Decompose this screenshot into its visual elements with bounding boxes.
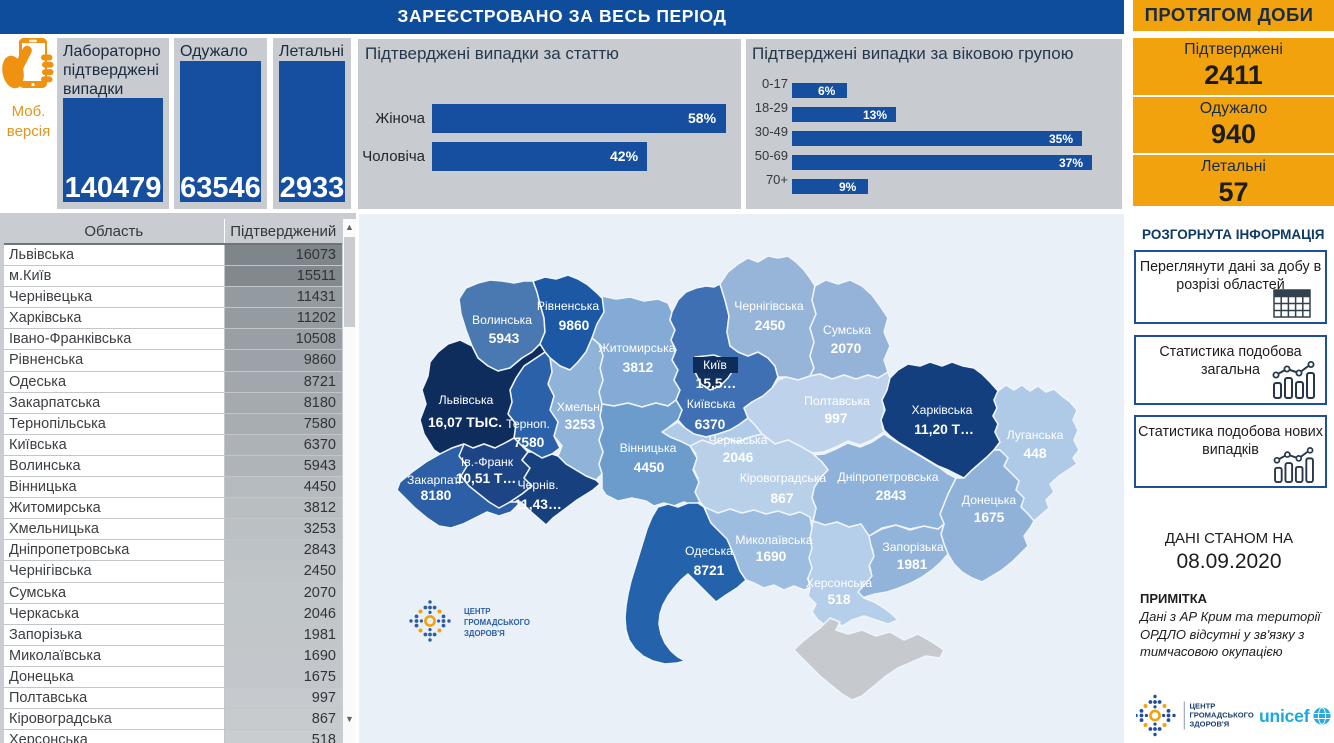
svg-text:Луганська: Луганська: [1007, 428, 1064, 442]
svg-text:Запорізька: Запорізька: [882, 540, 944, 554]
svg-text:8180: 8180: [421, 488, 452, 503]
svg-text:Донецька: Донецька: [962, 493, 1017, 507]
svg-text:Дніпропетровська: Дніпропетровська: [837, 470, 938, 484]
svg-text:Херсонська: Херсонська: [806, 576, 872, 590]
svg-text:Миколаївська: Миколаївська: [735, 533, 813, 547]
svg-text:Полтавська: Полтавська: [804, 394, 870, 408]
svg-text:2046: 2046: [723, 450, 754, 465]
svg-text:ЦЕНТР: ЦЕНТР: [1190, 702, 1216, 711]
svg-text:3253: 3253: [565, 417, 596, 432]
svg-text:1981: 1981: [897, 557, 928, 572]
svg-text:2450: 2450: [755, 318, 786, 333]
svg-text:448: 448: [1023, 446, 1046, 461]
svg-text:Сумська: Сумська: [823, 323, 871, 337]
svg-text:ГРОМАДСЬКОГО: ГРОМАДСЬКОГО: [1190, 711, 1254, 720]
svg-text:3812: 3812: [623, 360, 654, 375]
svg-text:Хмельн.: Хмельн.: [557, 400, 603, 414]
svg-text:Чернігівська: Чернігівська: [734, 299, 804, 313]
svg-text:4450: 4450: [634, 460, 665, 475]
svg-text:867: 867: [770, 491, 793, 506]
svg-text:10,51 Т…: 10,51 Т…: [456, 471, 517, 486]
svg-text:Черкаська: Черкаська: [709, 433, 768, 447]
svg-text:15,5…: 15,5…: [696, 376, 737, 391]
svg-text:Ів.-Франк: Ів.-Франк: [461, 455, 514, 469]
svg-text:Чернів.: Чернів.: [518, 478, 559, 492]
svg-text:Волинська: Волинська: [472, 313, 532, 327]
svg-text:1690: 1690: [756, 549, 787, 564]
svg-text:ЗДОРОВ'Я: ЗДОРОВ'Я: [464, 629, 505, 638]
svg-text:7580: 7580: [514, 435, 545, 450]
svg-text:2070: 2070: [831, 341, 862, 356]
svg-text:1675: 1675: [974, 510, 1005, 525]
svg-text:11,43…: 11,43…: [514, 497, 562, 512]
svg-text:518: 518: [827, 592, 850, 607]
svg-text:16,07 ТЫС.: 16,07 ТЫС.: [428, 415, 502, 430]
svg-text:Терноп.: Терноп.: [506, 417, 550, 431]
svg-text:Вінницька: Вінницька: [620, 441, 677, 455]
svg-text:ЦЕНТР: ЦЕНТР: [464, 607, 491, 616]
svg-text:997: 997: [824, 411, 847, 426]
svg-text:Київська: Київська: [687, 397, 736, 411]
svg-text:unicef: unicef: [1259, 706, 1310, 726]
svg-text:ЗДОРОВ'Я: ЗДОРОВ'Я: [1190, 720, 1230, 729]
svg-text:Київ: Київ: [703, 358, 727, 372]
svg-text:Львівська: Львівська: [439, 393, 494, 407]
svg-text:Одеська: Одеська: [685, 544, 733, 558]
svg-text:Рівненська: Рівненська: [537, 299, 600, 313]
svg-text:ГРОМАДСЬКОГО: ГРОМАДСЬКОГО: [464, 618, 530, 627]
svg-text:Житомирська: Житомирська: [598, 341, 675, 355]
svg-text:9860: 9860: [559, 318, 590, 333]
svg-text:6370: 6370: [695, 417, 726, 432]
svg-text:8721: 8721: [694, 563, 725, 578]
svg-text:Закарпат.: Закарпат.: [407, 473, 461, 487]
svg-text:Харківська: Харківська: [912, 403, 973, 417]
svg-text:Кіровоградська: Кіровоградська: [740, 471, 827, 485]
svg-text:5943: 5943: [489, 331, 520, 346]
svg-text:11,20 Т…: 11,20 Т…: [914, 422, 974, 437]
svg-text:2843: 2843: [876, 488, 907, 503]
